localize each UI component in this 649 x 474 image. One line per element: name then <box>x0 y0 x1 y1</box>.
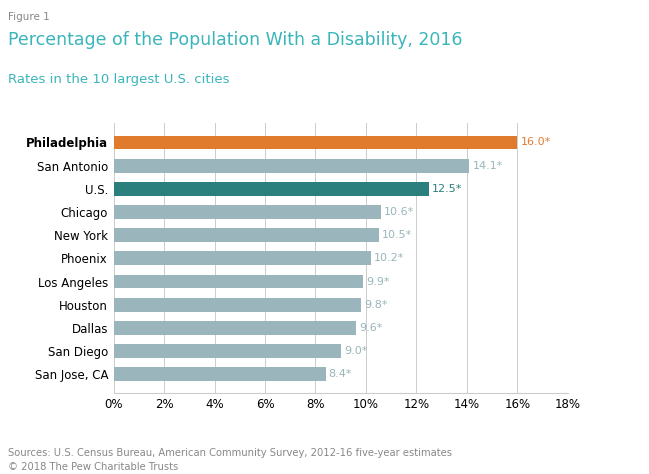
Text: 10.5*: 10.5* <box>382 230 412 240</box>
Text: Figure 1: Figure 1 <box>8 12 50 22</box>
Text: 9.6*: 9.6* <box>359 323 382 333</box>
Text: 9.8*: 9.8* <box>364 300 387 310</box>
Bar <box>114 205 381 219</box>
Text: Rates in the 10 largest U.S. cities: Rates in the 10 largest U.S. cities <box>8 73 230 86</box>
Bar <box>114 182 429 196</box>
Bar <box>114 367 326 381</box>
Bar <box>114 298 361 311</box>
Bar <box>114 228 378 242</box>
Bar <box>114 159 469 173</box>
Bar <box>114 344 341 358</box>
Text: 10.6*: 10.6* <box>384 207 414 217</box>
Text: Sources: U.S. Census Bureau, American Community Survey, 2012-16 five-year estima: Sources: U.S. Census Bureau, American Co… <box>8 447 452 472</box>
Text: 12.5*: 12.5* <box>432 184 463 194</box>
Bar <box>114 251 371 265</box>
Text: Percentage of the Population With a Disability, 2016: Percentage of the Population With a Disa… <box>8 31 463 49</box>
Bar <box>114 136 517 149</box>
Text: 16.0*: 16.0* <box>520 137 550 147</box>
Text: 9.9*: 9.9* <box>367 276 390 286</box>
Text: 10.2*: 10.2* <box>374 253 404 264</box>
Text: 14.1*: 14.1* <box>472 161 503 171</box>
Text: 8.4*: 8.4* <box>328 369 352 379</box>
Text: 9.0*: 9.0* <box>344 346 367 356</box>
Bar <box>114 321 356 335</box>
Bar <box>114 274 363 289</box>
